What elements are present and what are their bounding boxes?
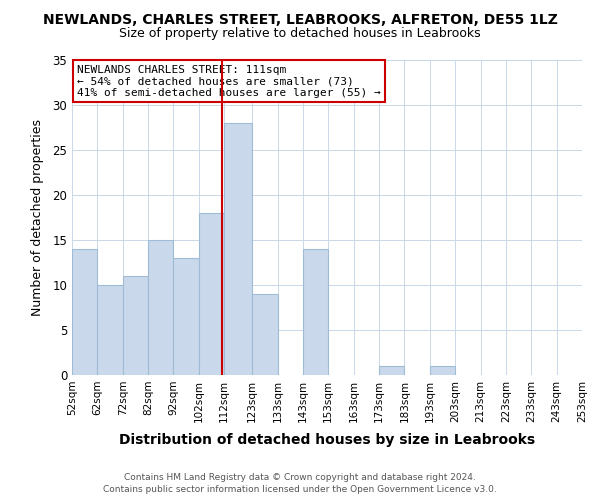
Text: NEWLANDS CHARLES STREET: 111sqm
← 54% of detached houses are smaller (73)
41% of: NEWLANDS CHARLES STREET: 111sqm ← 54% of… [77,64,381,98]
Bar [199,213,224,375]
Bar [303,249,328,375]
Bar [72,249,97,375]
Bar [97,285,123,375]
Bar [123,276,148,375]
Bar [173,258,199,375]
Text: Contains HM Land Registry data © Crown copyright and database right 2024.
Contai: Contains HM Land Registry data © Crown c… [103,472,497,494]
Bar [430,366,455,375]
Bar [252,294,278,375]
Text: NEWLANDS, CHARLES STREET, LEABROOKS, ALFRETON, DE55 1LZ: NEWLANDS, CHARLES STREET, LEABROOKS, ALF… [43,12,557,26]
Bar [379,366,404,375]
Text: Size of property relative to detached houses in Leabrooks: Size of property relative to detached ho… [119,28,481,40]
Y-axis label: Number of detached properties: Number of detached properties [31,119,44,316]
Bar [224,123,252,375]
X-axis label: Distribution of detached houses by size in Leabrooks: Distribution of detached houses by size … [119,433,535,447]
Bar [148,240,173,375]
